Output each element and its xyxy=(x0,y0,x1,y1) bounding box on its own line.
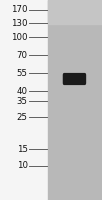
Text: 10: 10 xyxy=(17,162,28,170)
Text: 15: 15 xyxy=(17,144,28,154)
Text: 130: 130 xyxy=(11,19,28,27)
Text: 100: 100 xyxy=(11,32,28,42)
Bar xyxy=(48,0,102,200)
Bar xyxy=(48,0,102,24)
Text: 35: 35 xyxy=(17,97,28,106)
Text: 40: 40 xyxy=(17,87,28,96)
Text: 170: 170 xyxy=(11,5,28,15)
Bar xyxy=(0,0,48,200)
Text: 70: 70 xyxy=(17,50,28,60)
Text: 55: 55 xyxy=(17,68,28,77)
Text: 25: 25 xyxy=(17,112,28,121)
FancyBboxPatch shape xyxy=(63,74,85,84)
